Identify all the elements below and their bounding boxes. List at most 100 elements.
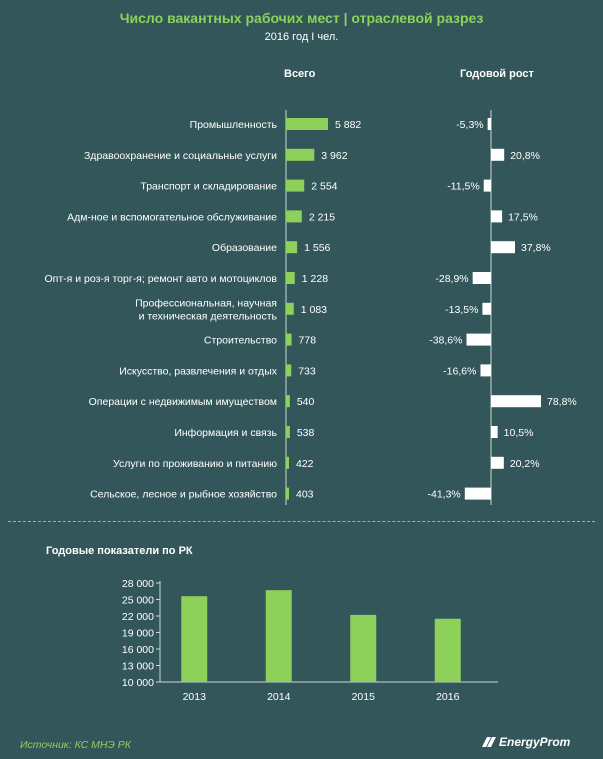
growth-value-label: 78,8% — [547, 396, 577, 408]
brand-name: EnergyProm — [499, 735, 571, 749]
growth-value-label: -13,5% — [445, 304, 478, 316]
y-tick-label: 25 000 — [122, 595, 154, 607]
category-label: Образование — [212, 242, 277, 254]
growth-bar — [480, 364, 491, 377]
category-label-line: и техническая деятельность — [139, 310, 278, 322]
x-tick-label: 2016 — [436, 691, 460, 703]
category-label-line: Информация и связь — [174, 427, 277, 439]
total-bar — [286, 118, 328, 130]
y-tick-label: 19 000 — [122, 628, 154, 640]
section-divider — [8, 521, 595, 522]
category-label: Искусство, развлечения и отдых — [119, 365, 278, 377]
year-bar — [181, 596, 208, 682]
category-label-line: Операции с недвижимым имуществом — [89, 396, 277, 408]
total-bar — [286, 364, 292, 377]
brand-logo: EnergyProm — [482, 735, 570, 749]
growth-value-label: -38,6% — [429, 335, 462, 347]
growth-bar — [491, 395, 541, 408]
year-bar — [350, 614, 377, 682]
chart-title: Число вакантных рабочих мест | отраслево… — [119, 10, 484, 26]
x-tick-label: 2014 — [267, 691, 291, 703]
category-label: Операции с недвижимым имуществом — [89, 396, 277, 408]
total-value-label: 1 083 — [301, 304, 327, 316]
category-label: Сельское, лесное и рыбное хозяйство — [90, 489, 277, 501]
total-bar — [286, 395, 290, 408]
x-tick-label: 2013 — [183, 691, 207, 703]
total-bar — [286, 456, 290, 469]
x-tick-label: 2015 — [352, 691, 376, 703]
category-label: Профессиональная, научная и техническая д… — [135, 297, 277, 322]
growth-bar — [491, 210, 503, 223]
category-label-line: Услуги по проживанию и питанию — [113, 458, 277, 470]
growth-value-label: -11,5% — [447, 181, 480, 193]
growth-value-label: -16,6% — [443, 365, 476, 377]
category-label-line: Адм-ное и вспомогательное обслуживание — [67, 211, 277, 223]
growth-bar — [464, 487, 491, 500]
growth-value-label: 37,8% — [521, 242, 551, 254]
growth-value-label: 17,5% — [508, 211, 538, 223]
category-label: Транспорт и складирование — [140, 181, 277, 193]
total-value-label: 5 882 — [335, 119, 361, 131]
category-label-line: Промышленность — [190, 119, 278, 131]
growth-bar — [483, 179, 491, 192]
column-header-total: Всего — [284, 68, 316, 80]
total-bar — [286, 210, 302, 223]
total-value-label: 1 228 — [302, 273, 328, 285]
total-bar — [286, 241, 298, 254]
column-header-growth: Годовой рост — [460, 68, 534, 80]
category-label-line: Строительство — [204, 335, 277, 347]
year-bar — [265, 590, 292, 682]
total-value-label: 2 554 — [311, 181, 337, 193]
growth-value-label: -28,9% — [435, 273, 468, 285]
total-bar — [286, 302, 294, 315]
growth-bar — [472, 272, 491, 284]
total-bar — [286, 148, 315, 161]
category-label-line: Опт-я и роз-я торг-я; ремонт авто и мото… — [44, 273, 277, 285]
category-label: Здравоохранение и социальные услуги — [84, 150, 277, 162]
total-value-label: 403 — [296, 489, 314, 501]
total-bar — [286, 333, 292, 346]
year-bar — [434, 618, 461, 682]
growth-bar — [491, 456, 504, 469]
growth-value-label: 20,8% — [510, 150, 540, 162]
category-label-line: Искусство, развлечения и отдых — [119, 365, 278, 377]
y-tick-label: 13 000 — [122, 661, 154, 673]
growth-bar — [487, 118, 491, 130]
y-tick-label: 16 000 — [122, 644, 154, 656]
growth-bar — [482, 302, 491, 315]
category-label-line: Здравоохранение и социальные услуги — [84, 150, 277, 162]
total-bar — [286, 179, 305, 192]
growth-bar — [466, 333, 491, 346]
chart-subtitle: 2016 год I чел. — [264, 31, 339, 43]
annual-chart-title: Годовые показатели по РК — [46, 545, 193, 557]
brand-chevron-icon — [482, 737, 496, 747]
y-tick-label: 28 000 — [122, 578, 154, 590]
total-value-label: 538 — [297, 427, 315, 439]
total-bar — [286, 487, 289, 500]
category-label-line: Профессиональная, научная — [135, 297, 277, 309]
growth-bar — [491, 148, 505, 161]
growth-value-label: -41,3% — [428, 489, 461, 501]
total-value-label: 1 556 — [304, 242, 330, 254]
total-value-label: 422 — [296, 458, 314, 470]
growth-value-label: 20,2% — [510, 458, 540, 470]
total-value-label: 778 — [299, 335, 317, 347]
growth-value-label: 10,5% — [504, 427, 534, 439]
y-tick-label: 10 000 — [122, 677, 154, 689]
category-label-line: Сельское, лесное и рыбное хозяйство — [90, 489, 277, 501]
total-value-label: 733 — [298, 365, 316, 377]
category-label: Строительство — [204, 335, 277, 347]
category-label: Информация и связь — [174, 427, 277, 439]
category-label: Промышленность — [190, 119, 278, 131]
growth-bar — [491, 426, 498, 438]
total-value-label: 540 — [297, 396, 315, 408]
category-label: Опт-я и роз-я торг-я; ремонт авто и мото… — [44, 273, 277, 285]
total-value-label: 3 962 — [321, 150, 347, 162]
category-label-line: Транспорт и складирование — [140, 181, 277, 193]
source-note: Источник: КС МНЭ РК — [20, 739, 131, 751]
total-value-label: 2 215 — [309, 211, 335, 223]
category-label: Адм-ное и вспомогательное обслуживание — [67, 211, 277, 223]
total-bar — [286, 426, 290, 438]
growth-value-label: -5,3% — [456, 119, 483, 131]
